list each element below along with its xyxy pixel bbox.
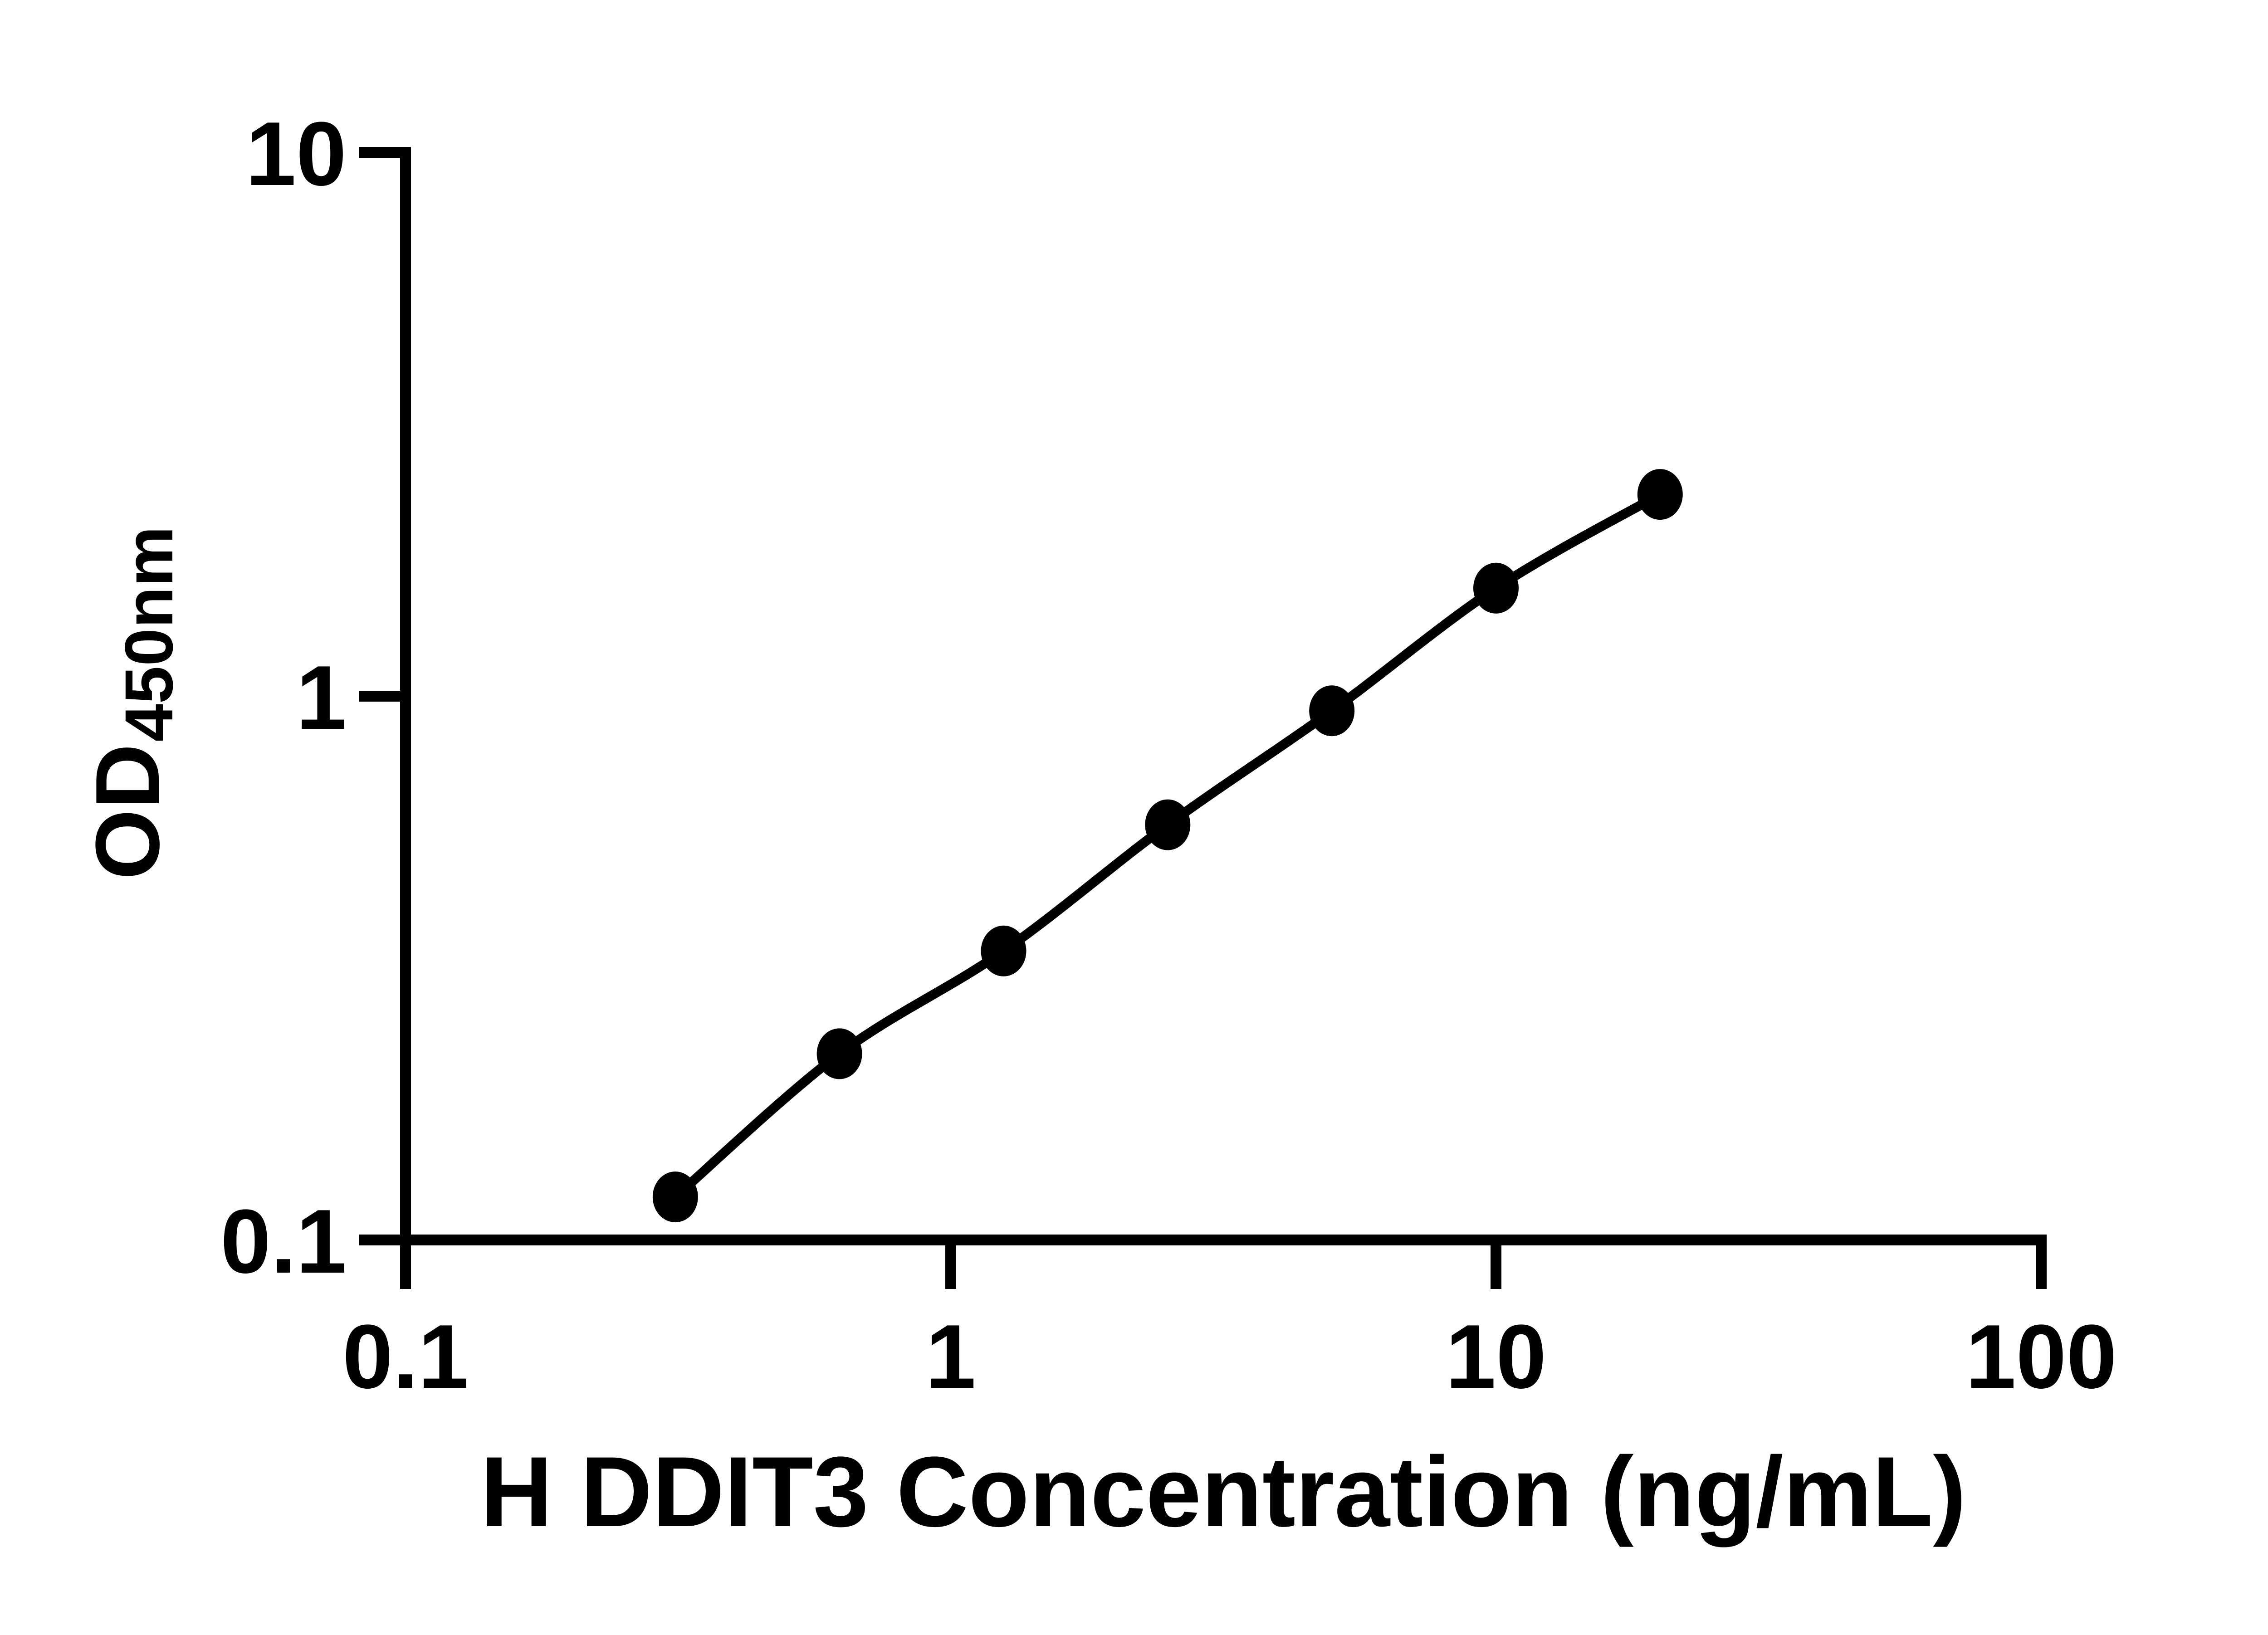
data-point xyxy=(1473,562,1519,614)
y-tick-label: 10 xyxy=(246,103,347,205)
data-point xyxy=(816,1028,862,1079)
y-axis-title-main: OD xyxy=(77,744,178,880)
y-tick-label: 0.1 xyxy=(220,1191,347,1292)
x-tick-label: 10 xyxy=(1446,1306,1546,1407)
data-point xyxy=(1637,469,1683,520)
x-tick-label: 0.1 xyxy=(342,1306,469,1407)
y-axis-title-subscript: 450nm xyxy=(111,526,187,742)
data-point xyxy=(981,925,1026,976)
data-points-layer xyxy=(652,469,1683,1223)
x-tick-label: 1 xyxy=(925,1306,976,1407)
data-point xyxy=(1145,799,1191,850)
y-axis-title: OD 450nm xyxy=(77,526,187,880)
x-tick-label: 100 xyxy=(1965,1306,2117,1407)
x-axis-title: H DDIT3 Concentration (ng/mL) xyxy=(480,1436,1966,1547)
data-point xyxy=(652,1171,698,1223)
data-point xyxy=(1309,685,1355,737)
y-tick-label: 1 xyxy=(296,647,347,748)
axes-layer: 10 1 0.1 0.1 1 10 100 xyxy=(220,103,2117,1407)
